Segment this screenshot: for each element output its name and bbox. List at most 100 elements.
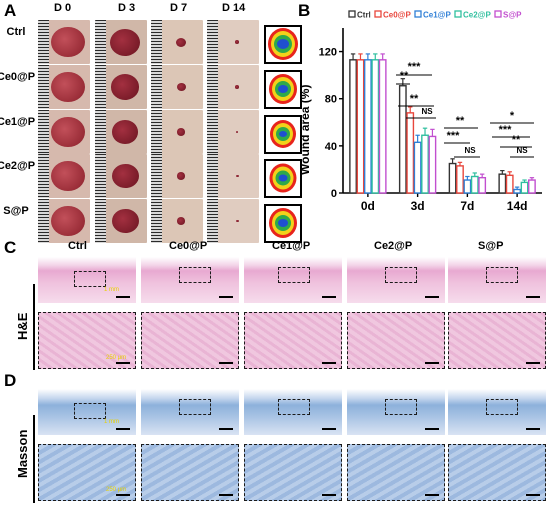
bar [421, 134, 429, 194]
wound-photo [38, 20, 90, 64]
legend-swatch [374, 10, 382, 18]
wound [235, 174, 239, 178]
x-tick-label: 3d [411, 199, 425, 213]
significance-label: ** [512, 134, 521, 146]
histology-zoom [244, 312, 342, 369]
ruler [95, 20, 106, 64]
scale-bar [322, 428, 336, 430]
bar [463, 179, 472, 194]
scale-bar [322, 494, 336, 496]
wound-photo [95, 110, 147, 154]
zoom-region-box [385, 399, 417, 415]
wound-photo [207, 199, 259, 243]
wound-photo [95, 20, 147, 64]
he-side-line [33, 284, 35, 370]
day-label-14: D 14 [222, 2, 246, 14]
scale-bar [425, 362, 439, 364]
scale-bar [425, 428, 439, 430]
histology-group-label: Ce2@P [374, 240, 413, 252]
scale-bar [425, 494, 439, 496]
bar [498, 173, 507, 194]
scale-bar [526, 428, 540, 430]
scale-bar [526, 296, 540, 298]
y-tick-label: 80 [325, 94, 337, 106]
legend-swatch [494, 10, 502, 18]
wound-photo [151, 20, 203, 64]
legend-label: Ce0@P [383, 11, 411, 20]
bar [456, 165, 464, 194]
wound [177, 128, 185, 136]
ruler [38, 154, 49, 198]
masson-side-line [33, 415, 35, 503]
wound-area-chart: 0 40 80 120 0d 3d 7d 14d Ctrl Ce0@P Ce1@P Ce2@P S@P *… [319, 10, 542, 213]
zoom-region-box [385, 267, 417, 283]
legend-label: Ce2@P [463, 11, 491, 20]
ruler [95, 154, 106, 198]
histology-group-label: S@P [478, 240, 504, 252]
group-label-ce0: Ce0@P [0, 71, 36, 83]
panel-label-a: A [4, 1, 17, 20]
panel-label-b: B [298, 1, 311, 20]
histology-zoom: 250 μm [38, 444, 136, 501]
significance-label: NS [516, 146, 528, 155]
ruler [207, 110, 218, 154]
y-tick-label: 0 [331, 188, 337, 200]
ruler [38, 110, 49, 154]
wound [235, 219, 239, 223]
zoom-region-box [74, 403, 106, 419]
histology-zoom [141, 444, 239, 501]
significance-label: NS [464, 146, 476, 155]
wound [111, 74, 139, 100]
significance-label: *** [447, 130, 461, 142]
scale-bar [219, 428, 233, 430]
bar [349, 59, 357, 194]
ruler [207, 199, 218, 243]
group-label-sp: S@P [3, 205, 29, 217]
day-label-3: D 3 [118, 2, 136, 14]
ruler [151, 110, 162, 154]
significance-label: NS [421, 107, 433, 116]
group-label-ctrl: Ctrl [6, 26, 26, 38]
zoom-region-box [486, 399, 518, 415]
zoom-region-box [74, 271, 106, 287]
legend-label: Ctrl [357, 11, 371, 20]
wound-trace [264, 204, 302, 243]
histology-overview [347, 389, 445, 435]
group-label-ce1: Ce1@P [0, 116, 36, 128]
significance-label: * [510, 110, 515, 122]
scale-bar [526, 362, 540, 364]
scale-bar [526, 494, 540, 496]
x-tick-label: 0d [361, 199, 375, 213]
scale-bar [116, 494, 130, 496]
scale-label: 1 mm [104, 419, 119, 425]
wound-photo [151, 199, 203, 243]
legend-swatch [414, 10, 422, 18]
scale-bar [219, 494, 233, 496]
ruler [38, 65, 49, 109]
x-tick-label: 14d [507, 199, 528, 213]
ruler [95, 199, 106, 243]
significance-label: ** [400, 70, 409, 82]
wound-photo [95, 199, 147, 243]
scale-label: 250 μm [106, 487, 127, 493]
histology-zoom [244, 444, 342, 501]
bar [470, 175, 479, 194]
wound [51, 116, 85, 148]
bar [448, 162, 457, 194]
wound-photo [151, 65, 203, 109]
wound-photo [95, 65, 147, 109]
zoom-region-box [486, 267, 518, 283]
histology-zoom [448, 312, 546, 369]
wound [176, 82, 186, 92]
scale-bar [322, 296, 336, 298]
x-tick-label: 7d [460, 199, 474, 213]
ruler [95, 110, 106, 154]
histology-zoom [347, 312, 445, 369]
bar [413, 141, 422, 194]
bar [398, 85, 407, 194]
ruler [207, 20, 218, 64]
wound [177, 172, 185, 180]
significance-label: *** [499, 124, 513, 136]
bar [520, 181, 529, 194]
significance-label: *** [408, 61, 422, 73]
